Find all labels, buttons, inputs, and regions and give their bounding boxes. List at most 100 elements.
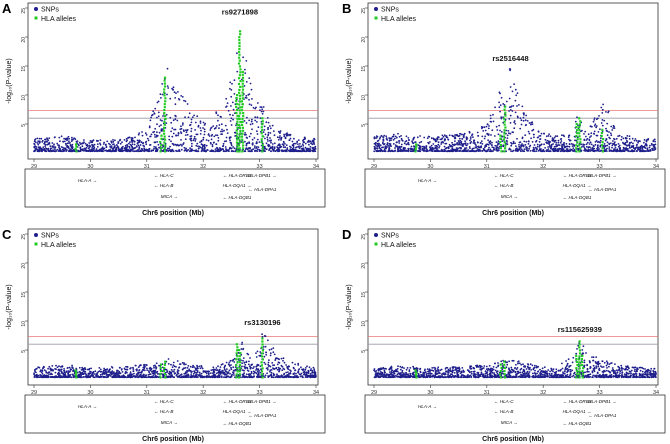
snp-point — [641, 147, 644, 150]
snp-point — [128, 136, 131, 139]
snp-point — [252, 372, 255, 375]
snp-point — [214, 150, 217, 153]
hla-point — [236, 150, 239, 153]
snp-point — [464, 147, 466, 150]
snp-point — [445, 142, 448, 145]
hla-point — [238, 150, 241, 153]
hla-point — [261, 135, 264, 138]
hla-point — [239, 85, 242, 88]
hla-point — [159, 373, 162, 376]
hla-point — [238, 65, 242, 68]
snp-point — [498, 124, 500, 127]
snp-point — [90, 141, 92, 144]
snp-point — [246, 116, 248, 119]
hla-point — [238, 94, 241, 97]
snp-point — [561, 145, 564, 148]
snp-point — [199, 373, 201, 376]
snp-point — [118, 150, 120, 152]
hla-point — [241, 103, 244, 106]
snp-point — [48, 137, 51, 140]
snp-point — [289, 376, 292, 378]
snp-point — [297, 139, 300, 142]
hla-point — [238, 53, 241, 56]
hla-point — [238, 126, 242, 129]
snp-point — [490, 150, 493, 153]
snp-point — [177, 134, 179, 137]
hla-point — [600, 134, 603, 138]
snp-point — [380, 148, 383, 151]
hla-point — [260, 370, 264, 373]
snp-point — [523, 150, 526, 153]
legend-hla-marker — [34, 16, 38, 20]
snp-point — [643, 146, 646, 149]
snp-point — [606, 130, 609, 133]
snp-point — [259, 351, 262, 353]
hla-point — [164, 100, 167, 103]
snp-point — [125, 137, 128, 140]
snp-point — [245, 361, 248, 364]
snp-point — [153, 371, 156, 373]
snp-point — [256, 376, 258, 379]
snp-point — [250, 372, 253, 374]
hla-point — [238, 141, 241, 144]
snp-point — [252, 106, 255, 109]
snp-point — [37, 143, 40, 146]
snp-point — [241, 362, 244, 365]
snp-point — [407, 137, 410, 139]
hla-point — [238, 74, 241, 77]
snp-point — [443, 134, 446, 137]
snp-point — [169, 150, 172, 153]
snp-point — [554, 139, 557, 142]
snp-point — [63, 140, 66, 143]
snp-point — [267, 361, 270, 364]
snp-point — [56, 142, 59, 145]
snp-point — [274, 150, 276, 152]
hla-point — [163, 370, 166, 373]
snp-point — [261, 336, 264, 338]
hla-point — [239, 100, 242, 103]
snp-point — [265, 142, 268, 145]
snp-point — [289, 148, 292, 151]
snp-point — [559, 138, 562, 141]
hla-point — [163, 82, 166, 85]
snp-point — [156, 370, 159, 373]
snp-point — [252, 367, 254, 370]
snp-point — [649, 149, 652, 152]
snp-point — [528, 147, 530, 150]
snp-point — [411, 140, 413, 143]
snp-point — [167, 358, 170, 360]
snp-point — [486, 123, 489, 126]
snp-point — [82, 370, 85, 372]
snp-point — [230, 105, 232, 107]
snp-point — [423, 148, 425, 151]
gene-label: ← HLA-DPA1 — [588, 187, 616, 192]
snp-point — [279, 130, 282, 132]
snp-point — [140, 364, 142, 366]
snp-point — [514, 88, 517, 91]
snp-point — [387, 145, 389, 147]
snp-point — [565, 150, 568, 153]
snp-point — [215, 134, 217, 137]
snp-point — [513, 127, 516, 130]
y-axis-label: -log₁₀(P-value) — [346, 58, 353, 103]
snp-point — [629, 141, 631, 144]
snp-point — [112, 140, 115, 143]
snp-point — [390, 145, 392, 148]
snp-point — [81, 142, 83, 145]
snp-point — [232, 114, 234, 117]
snp-point — [200, 372, 203, 375]
snp-point — [587, 133, 590, 136]
snp-point — [41, 150, 43, 153]
snp-point — [294, 363, 296, 366]
hla-point — [500, 150, 503, 153]
snp-point — [189, 365, 192, 368]
hla-point — [164, 138, 167, 141]
snp-point — [454, 149, 457, 151]
snp-point — [595, 134, 598, 137]
hla-point — [163, 91, 166, 94]
snp-point — [249, 82, 252, 85]
snp-point — [40, 137, 43, 140]
snp-point — [598, 115, 600, 117]
snp-point — [169, 372, 172, 375]
